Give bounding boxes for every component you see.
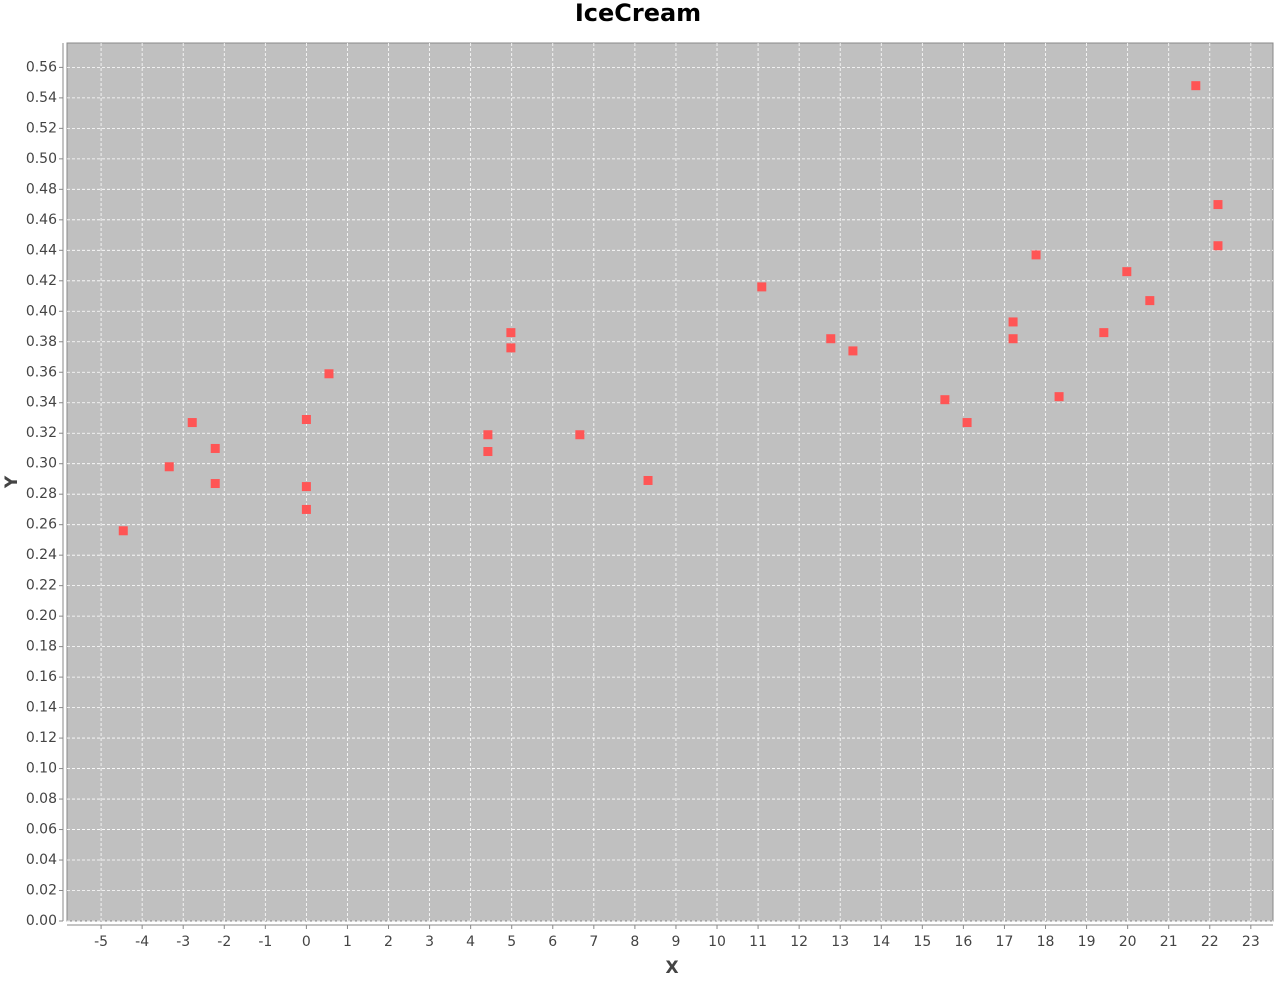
point	[164, 462, 174, 472]
x-tick-label: 6	[548, 934, 557, 950]
x-tick-label: 1	[343, 934, 352, 950]
x-tick-label: -2	[217, 934, 231, 950]
x-tick-label: 21	[1160, 934, 1178, 950]
plot-area	[66, 42, 1274, 922]
x-axis-title: X	[665, 958, 678, 978]
y-tick-label: 0.16	[26, 669, 57, 685]
y-tick-label: 0.30	[26, 456, 57, 472]
y-axis-title: Y	[2, 475, 22, 489]
y-tick-label: 0.46	[26, 212, 57, 228]
x-tick-label: 17	[996, 934, 1014, 950]
y-tick-label: 0.26	[26, 517, 57, 533]
point	[506, 343, 516, 353]
point	[301, 504, 311, 514]
y-tick-label: 0.04	[26, 852, 57, 868]
y-tick-label: 0.44	[26, 242, 57, 258]
point	[1008, 317, 1018, 327]
y-tick-label: 0.24	[26, 547, 57, 563]
x-tick-label: 13	[831, 934, 849, 950]
point	[940, 395, 950, 405]
x-tick-label: 15	[913, 934, 931, 950]
x-tick-label: 7	[589, 934, 598, 950]
point	[1191, 81, 1201, 91]
x-tick-label: 5	[507, 934, 516, 950]
point	[301, 482, 311, 492]
point	[506, 328, 516, 338]
point	[575, 430, 585, 440]
y-tick-label: 0.02	[26, 883, 57, 899]
y-tick-label: 0.00	[26, 913, 57, 929]
point	[1213, 241, 1223, 251]
point	[962, 418, 972, 428]
y-tick-label: 0.14	[26, 700, 57, 716]
x-tick-label: 9	[671, 934, 680, 950]
x-tick-label: 8	[630, 934, 639, 950]
point	[1008, 334, 1018, 344]
point	[826, 334, 836, 344]
point	[643, 475, 653, 485]
y-tick-label: 0.38	[26, 334, 57, 350]
x-tick-label: 14	[872, 934, 890, 950]
x-tick-label: -1	[258, 934, 272, 950]
chart-title: IceCream	[575, 0, 701, 27]
y-tick-label: 0.50	[26, 151, 57, 167]
point	[301, 415, 311, 425]
point	[1122, 267, 1132, 277]
point	[118, 526, 128, 536]
x-tick-label: 12	[790, 934, 808, 950]
y-tick-label: 0.20	[26, 608, 57, 624]
y-tick-label: 0.42	[26, 273, 57, 289]
point	[187, 418, 197, 428]
x-tick-label: 2	[384, 934, 393, 950]
x-tick-label: 23	[1242, 934, 1260, 950]
y-tick-label: 0.10	[26, 761, 57, 777]
point	[210, 479, 220, 489]
x-tick-label: 0	[302, 934, 311, 950]
y-tick-label: 0.22	[26, 578, 57, 594]
point	[1099, 328, 1109, 338]
x-tick-label: 10	[708, 934, 726, 950]
x-tick-label: 11	[749, 934, 767, 950]
point	[848, 346, 858, 356]
y-tick-label: 0.56	[26, 59, 57, 75]
x-tick-label: -5	[94, 934, 108, 950]
point	[1213, 200, 1223, 210]
point	[483, 430, 493, 440]
y-tick-label: 0.36	[26, 364, 57, 380]
y-tick-label: 0.32	[26, 425, 57, 441]
y-tick-label: 0.28	[26, 486, 57, 502]
point	[483, 447, 493, 457]
y-tick-label: 0.52	[26, 120, 57, 136]
y-tick-label: 0.18	[26, 639, 57, 655]
point	[210, 443, 220, 453]
x-tick-label: 22	[1201, 934, 1219, 950]
x-tick-label: -4	[135, 934, 149, 950]
x-tick-label: 18	[1037, 934, 1055, 950]
x-tick-label: 19	[1078, 934, 1096, 950]
y-tick-label: 0.08	[26, 791, 57, 807]
y-tick-label: 0.06	[26, 822, 57, 838]
y-tick-label: 0.40	[26, 303, 57, 319]
point	[1054, 392, 1064, 402]
y-tick-label: 0.54	[26, 90, 57, 106]
y-tick-label: 0.34	[26, 395, 57, 411]
x-tick-label: 20	[1119, 934, 1137, 950]
x-tick-label: 16	[954, 934, 972, 950]
point	[757, 282, 767, 292]
point	[1031, 250, 1041, 260]
x-tick-label: 3	[425, 934, 434, 950]
y-tick-label: 0.48	[26, 181, 57, 197]
x-tick-label: -3	[176, 934, 190, 950]
y-tick-label: 0.12	[26, 730, 57, 746]
x-tick-label: 4	[466, 934, 475, 950]
point	[1145, 296, 1155, 306]
point	[324, 369, 334, 379]
